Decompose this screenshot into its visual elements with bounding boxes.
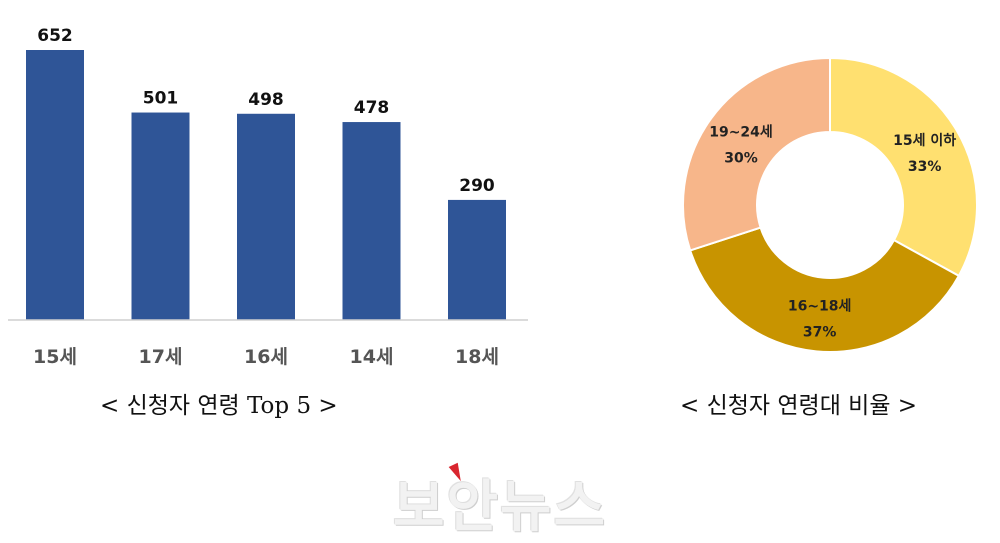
slice-percent-label: 30% (724, 150, 758, 166)
bar-value-label: 478 (354, 98, 390, 118)
watermark-logo: 보안뉴스 (392, 475, 608, 540)
slice-name-label: 19~24세 (709, 124, 773, 140)
bar-chart: 652 15세 501 17세 498 16세 478 14세 290 18세 (8, 26, 528, 368)
bar-15세 (26, 50, 84, 320)
bar-14세 (342, 122, 401, 321)
bar-17세 (131, 112, 190, 321)
slice-percent-label: 33% (908, 159, 942, 175)
category-label: 15세 (33, 346, 77, 368)
bar-value-label: 290 (459, 176, 495, 196)
category-label: 16세 (244, 346, 288, 368)
bar-18세 (448, 199, 506, 320)
donut-slice-1 (688, 226, 961, 353)
bar-value-label: 652 (37, 26, 73, 46)
bar-chart-title: < 신청자 연령 Top 5 > (100, 393, 338, 419)
donut-chart-title: < 신청자 연령대 비율 > (680, 393, 918, 419)
slice-percent-label: 37% (803, 325, 837, 341)
donut-slice-2 (682, 56, 831, 252)
bar-16세 (237, 113, 295, 320)
category-label: 14세 (350, 346, 394, 368)
slice-name-label: 15세 이하 (893, 132, 956, 149)
category-label: 17세 (139, 346, 183, 368)
donut-slice-0 (829, 56, 978, 278)
bar-value-label: 501 (143, 89, 179, 109)
donut-chart: 15세 이하 33% 16~18세 37% 19~24세 30% (682, 56, 978, 353)
bar-value-label: 498 (248, 90, 284, 110)
category-label: 18세 (455, 346, 499, 368)
slice-name-label: 16~18세 (788, 299, 852, 315)
